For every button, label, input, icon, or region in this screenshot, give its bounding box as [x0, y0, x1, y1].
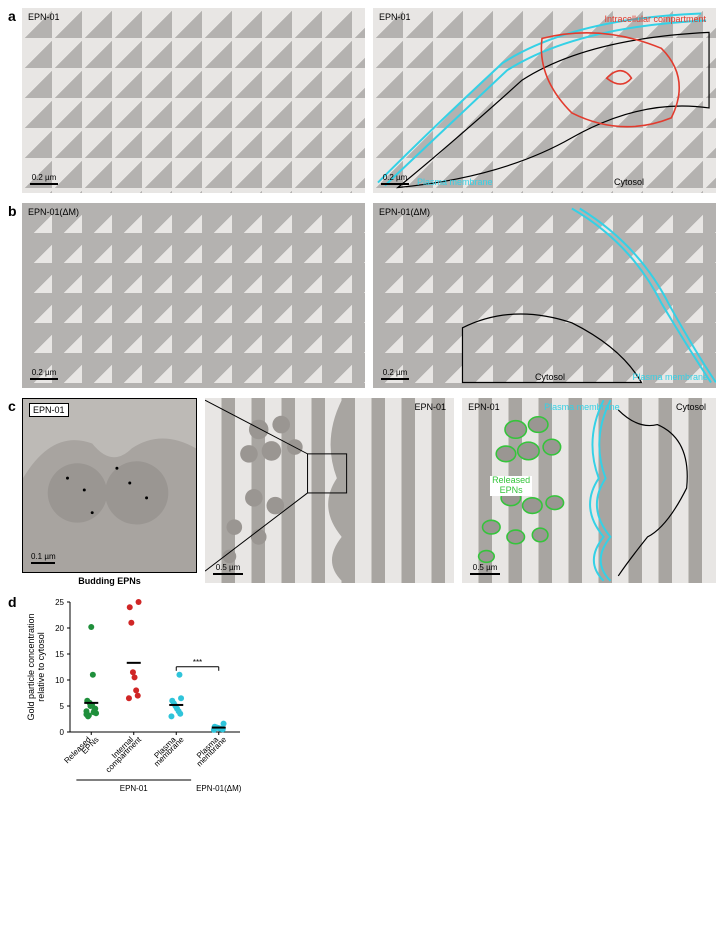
svg-text:25: 25	[55, 598, 64, 607]
scalebar-bar	[31, 562, 55, 564]
panel-c-right: EPN-01 Plasma membrane Cytosol	[462, 398, 716, 583]
svg-text:5: 5	[60, 702, 65, 711]
scalebar: 0.5 µm	[470, 563, 500, 575]
annot-plasma-c: Plasma membrane	[542, 402, 622, 412]
scalebar: 0.2 µm	[381, 173, 409, 185]
scalebar-text: 0.5 µm	[473, 563, 498, 572]
panel-b-right: EPN-01(ΔM) Cytosol Plasma membrane 0.2 µ…	[373, 203, 716, 388]
scalebar: 0.2 µm	[30, 368, 58, 380]
panel-b-left-label: EPN-01(ΔM)	[28, 207, 79, 217]
panel-c-row: c EPN-01 0.1 µm Budding EPNs	[22, 398, 716, 586]
panel-d-chart: d 0510152025Gold particle concentrationr…	[22, 596, 262, 806]
scalebar-text: 0.2 µm	[383, 173, 408, 182]
panel-a-right: EPN-01 Intracellular compartment Plasma …	[373, 8, 716, 193]
panel-letter-d: d	[8, 594, 17, 610]
panel-b-left: EPN-01(ΔM) 0.2 µm	[22, 203, 365, 388]
annot-cytosol-c: Cytosol	[674, 402, 708, 412]
scalebar-bar	[30, 183, 58, 185]
panel-letter-b: b	[8, 203, 17, 219]
scalebar: 0.2 µm	[381, 368, 409, 380]
panel-c-left: EPN-01 0.1 µm	[22, 398, 197, 573]
scalebar: 0.2 µm	[30, 173, 58, 185]
scalebar-text: 0.1 µm	[31, 552, 56, 561]
scalebar-text: 0.5 µm	[216, 563, 241, 572]
panel-c-right-label: EPN-01	[468, 402, 500, 412]
panel-c-mid: EPN-01 0.5 µm	[205, 398, 454, 583]
panel-a-right-label: EPN-01	[379, 12, 411, 22]
panel-b-right-overlay	[373, 203, 716, 388]
panel-a-left-label: EPN-01	[28, 12, 60, 22]
scalebar-bar	[381, 183, 409, 185]
panel-c-left-overlay	[23, 399, 196, 572]
scalebar-bar	[381, 378, 409, 380]
scalebar-bar	[470, 573, 500, 575]
svg-text:EPN-01: EPN-01	[120, 784, 149, 793]
panel-c-mid-label: EPN-01	[415, 402, 447, 412]
panel-c-left-caption: Budding EPNs	[22, 576, 197, 586]
svg-text:0: 0	[60, 728, 65, 737]
annot-intracellular: Intracellular compartment	[602, 14, 708, 24]
panel-a-left: EPN-01 0.2 µm	[22, 8, 365, 193]
panel-c-left-label: EPN-01	[29, 403, 69, 417]
panel-b-row: b EPN-01(ΔM) 0.2 µm EPN-01(ΔM) Cytosol P…	[22, 203, 716, 388]
panel-b-right-label: EPN-01(ΔM)	[379, 207, 430, 217]
svg-text:15: 15	[55, 650, 64, 659]
panel-letter-a: a	[8, 8, 16, 24]
svg-text:10: 10	[55, 676, 64, 685]
svg-text:20: 20	[55, 624, 64, 633]
scalebar-text: 0.2 µm	[383, 368, 408, 377]
panel-a-right-overlay	[373, 8, 716, 193]
annot-released: Released EPNs	[490, 476, 532, 496]
scalebar-text: 0.2 µm	[32, 368, 57, 377]
svg-text:relative to cytosol: relative to cytosol	[36, 632, 46, 702]
panel-c-mid-overlay	[205, 398, 454, 583]
annot-plasma-b: Plasma membrane	[630, 372, 710, 382]
figure: a EPN-01 0.2 µm EPN-01 Intracellular com…	[8, 8, 716, 806]
svg-text:EPN-01(ΔM): EPN-01(ΔM)	[196, 784, 242, 793]
panel-c-left-wrap: EPN-01 0.1 µm Budding EPNs	[22, 398, 197, 586]
panel-a-row: a EPN-01 0.2 µm EPN-01 Intracellular com…	[22, 8, 716, 193]
svg-text:Gold particle concentration: Gold particle concentration	[26, 613, 36, 720]
scalebar: 0.1 µm	[31, 552, 56, 564]
annot-cytosol-a: Cytosol	[612, 177, 646, 187]
scalebar-bar	[213, 573, 243, 575]
scalebar: 0.5 µm	[213, 563, 243, 575]
annot-cytosol-b: Cytosol	[533, 372, 567, 382]
scalebar-text: 0.2 µm	[32, 173, 57, 182]
scalebar-bar	[30, 378, 58, 380]
chart-svg: 0 5 10 15 20 25 Gold particle concentrationrel…	[22, 596, 262, 806]
svg-text:***: ***	[193, 658, 202, 667]
annot-plasma-a: Plasma membrane	[415, 177, 495, 187]
panel-letter-c: c	[8, 398, 16, 414]
